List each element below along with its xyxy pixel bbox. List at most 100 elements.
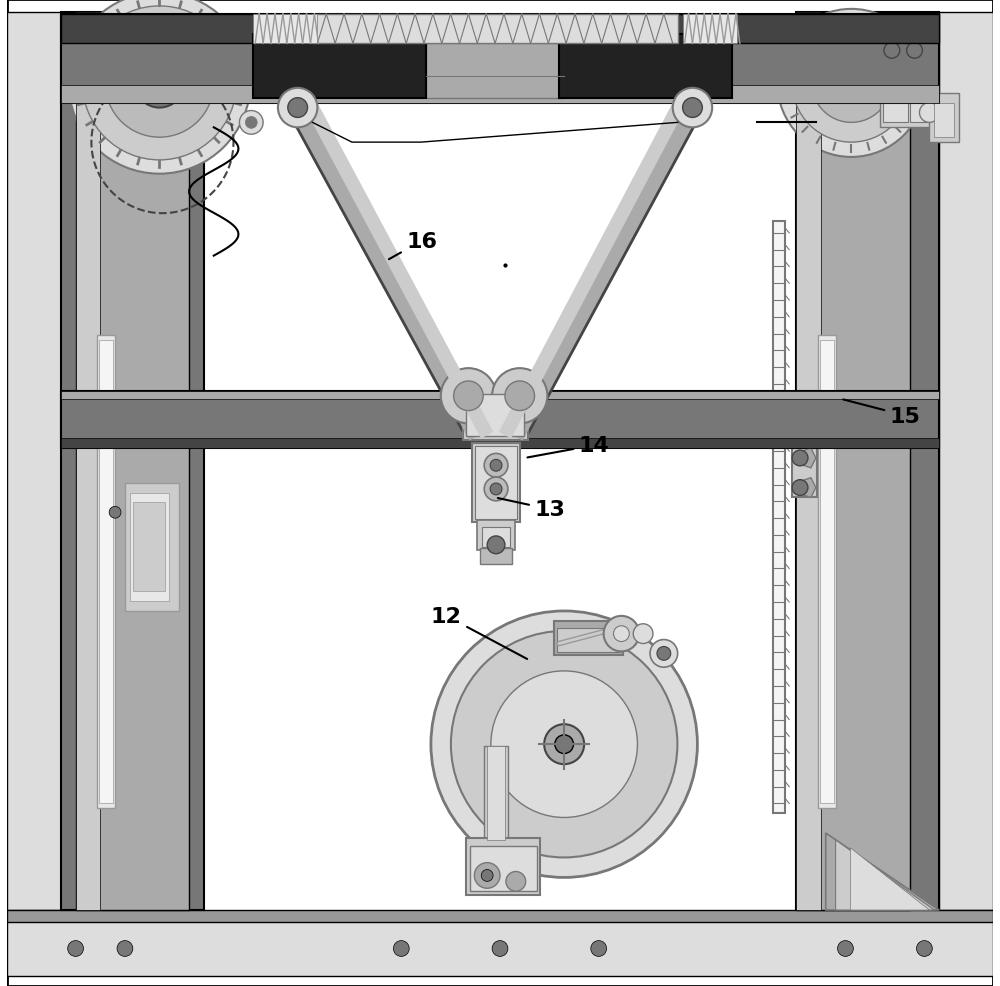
Bar [880,39,934,128]
Bar [557,628,620,653]
Bar [253,15,317,44]
Circle shape [884,43,900,59]
Bar [796,13,939,910]
Bar [820,340,834,804]
Circle shape [487,536,505,554]
Text: 12: 12 [431,606,527,660]
Circle shape [117,941,133,956]
Circle shape [441,369,496,424]
Bar [554,621,623,656]
Bar [487,746,505,840]
Circle shape [490,459,502,471]
Circle shape [505,382,535,411]
Bar [133,503,165,592]
Circle shape [109,507,121,519]
Circle shape [69,0,250,175]
Circle shape [454,382,483,411]
Bar [61,15,939,44]
Bar [910,44,931,123]
Circle shape [474,863,500,888]
Circle shape [544,725,584,764]
Circle shape [105,30,214,138]
Circle shape [288,99,308,118]
Bar [61,439,939,449]
Bar [130,493,169,601]
Bar [773,222,785,813]
Polygon shape [796,449,816,468]
Circle shape [451,631,677,858]
Bar [482,528,510,547]
Bar [61,391,939,399]
Polygon shape [796,478,816,498]
Bar [61,13,204,910]
Circle shape [614,626,629,642]
Circle shape [907,43,922,59]
Bar [61,15,939,104]
Circle shape [555,736,573,753]
Bar [796,13,910,910]
Bar [477,521,515,550]
Circle shape [650,640,678,668]
Circle shape [490,483,502,495]
Circle shape [278,89,317,128]
Bar [792,449,817,498]
Bar [426,44,564,99]
Circle shape [68,941,83,956]
Circle shape [838,941,853,956]
Text: 14: 14 [527,436,610,458]
Circle shape [150,74,169,94]
Bar [97,335,115,809]
Circle shape [484,477,508,501]
Circle shape [792,480,808,496]
Bar [99,340,113,804]
Bar [939,13,993,910]
Circle shape [683,99,702,118]
Circle shape [591,941,607,956]
Bar [796,13,821,910]
Circle shape [792,25,911,143]
Circle shape [135,59,184,108]
Bar [683,15,737,44]
Bar [475,447,517,520]
Circle shape [633,624,653,644]
Circle shape [481,870,493,881]
Circle shape [673,89,712,128]
Text: 15: 15 [843,400,921,426]
Bar [470,846,537,891]
Circle shape [604,616,639,652]
Circle shape [657,647,671,661]
Bar [480,548,512,564]
Bar [76,13,100,910]
Circle shape [82,7,236,161]
Bar [818,335,836,809]
Bar [61,86,939,104]
Circle shape [777,10,925,158]
Polygon shape [850,848,929,910]
Bar [883,44,908,123]
Polygon shape [836,840,934,910]
Circle shape [245,117,257,129]
Text: 13: 13 [498,499,565,520]
Bar [194,39,826,907]
Circle shape [492,941,508,956]
Circle shape [917,941,932,956]
Circle shape [812,44,891,123]
Bar [7,13,61,910]
Circle shape [837,69,866,99]
Circle shape [919,104,939,123]
Bar [466,394,524,437]
Bar [559,35,732,99]
Bar [253,35,426,99]
Bar [463,391,528,441]
Bar [76,13,189,910]
Polygon shape [826,833,939,910]
Circle shape [431,611,697,878]
Circle shape [484,454,508,477]
Bar [466,838,540,895]
Bar [934,104,954,138]
Circle shape [492,369,547,424]
Bar [929,94,959,143]
Bar [472,444,520,523]
Bar [7,912,993,976]
Bar [7,910,993,922]
